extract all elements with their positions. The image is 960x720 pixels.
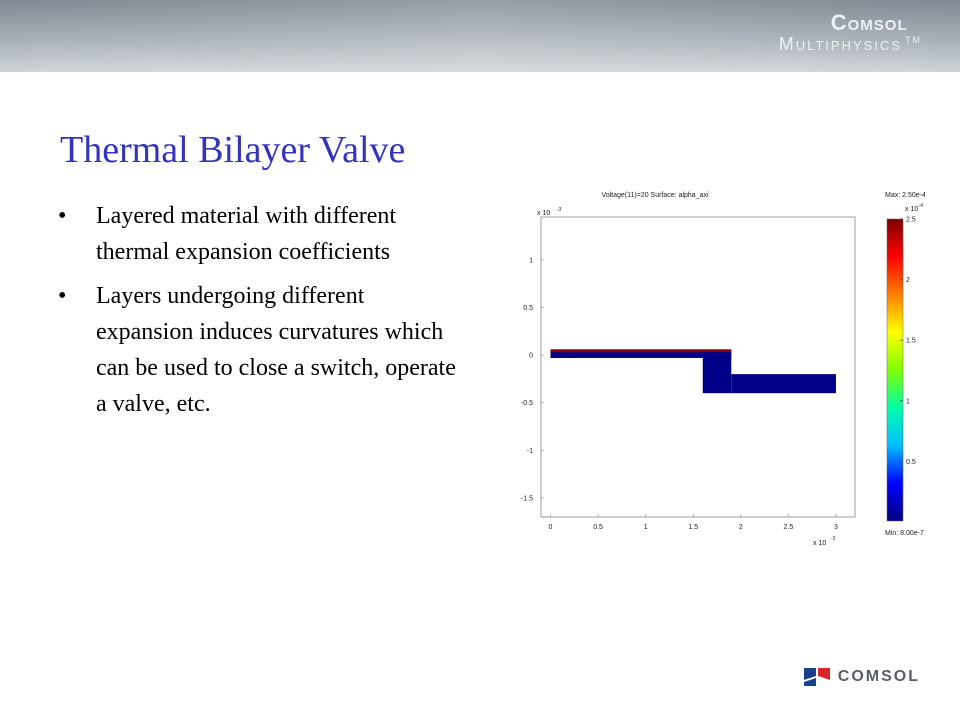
x-tick-label: 2 — [739, 524, 743, 531]
colorbar — [886, 218, 904, 522]
brand-subtitle: Multiphysics TM — [779, 34, 922, 55]
colorbar-multiplier-exponent: -4 — [919, 203, 924, 209]
x-tick-label: 1 — [644, 524, 648, 531]
y-tick-label: -0.5 — [521, 400, 533, 407]
colorbar-tick-label: 1.5 — [906, 338, 916, 345]
y-tick-label: -1 — [527, 448, 533, 455]
slide-title: Thermal Bilayer Valve — [60, 129, 406, 171]
comsol-logo-icon — [803, 668, 830, 686]
y-tick-label: 0.5 — [523, 305, 533, 312]
surface-region — [550, 349, 732, 358]
surface-region — [550, 349, 732, 353]
trademark-mark: TM — [905, 35, 922, 45]
bullet-item: • Layers undergoing different expansion i… — [58, 278, 458, 422]
y-tick-label: -1.5 — [521, 495, 533, 502]
x-axis-multiplier: x 10 — [813, 540, 826, 547]
bullet-list: • Layered material with different thermal… — [58, 198, 458, 430]
colorbar-tick-label: 2.5 — [906, 217, 916, 224]
brand-logo: Comsol Multiphysics TM — [779, 10, 922, 55]
colorbar-tick-label: 0.5 — [906, 459, 916, 466]
x-tick-label: 2.5 — [784, 524, 794, 531]
surface-region — [702, 352, 732, 394]
y-tick-label: 1 — [529, 257, 533, 264]
footer-logo: COMSOL — [803, 668, 920, 686]
plot-title: Voltage(11)=20 Surface: alpha_axi — [601, 192, 709, 199]
colorbar-min-label: Min: 8.00e-7 — [885, 530, 924, 537]
plot-frame — [540, 216, 856, 518]
colorbar-max-label: Max: 2.50e-4 — [885, 192, 925, 199]
header-bar: Comsol Multiphysics TM — [0, 0, 960, 72]
bullet-text: Layered material with different thermal … — [96, 203, 397, 265]
bullet-text: Layers undergoing different expansion in… — [96, 283, 456, 417]
surface-region — [731, 374, 836, 394]
x-tick-label: 0.5 — [593, 524, 603, 531]
y-axis-multiplier-exponent: -3 — [557, 207, 562, 213]
colorbar-tick-label: 1 — [906, 398, 910, 405]
bullet-dot: • — [58, 203, 67, 229]
y-tick-label: 0 — [529, 353, 533, 360]
footer-logo-text: COMSOL — [837, 668, 920, 685]
brand-name: Comsol — [830, 10, 908, 35]
bullet-dot: • — [58, 283, 67, 309]
x-tick-label: 3 — [834, 524, 838, 531]
colorbar-multiplier: x 10 — [905, 206, 918, 213]
brand-subtitle-text: Multiphysics — [778, 34, 902, 54]
x-tick-label: 1.5 — [688, 524, 698, 531]
y-axis-multiplier: x 10 — [537, 210, 550, 217]
x-axis-multiplier-exponent: -3 — [831, 536, 836, 542]
header-shine — [0, 0, 960, 72]
colorbar-tick-label: 2 — [906, 277, 910, 284]
bullet-item: • Layered material with different thermal… — [58, 198, 458, 270]
x-tick-label: 0 — [549, 524, 553, 531]
